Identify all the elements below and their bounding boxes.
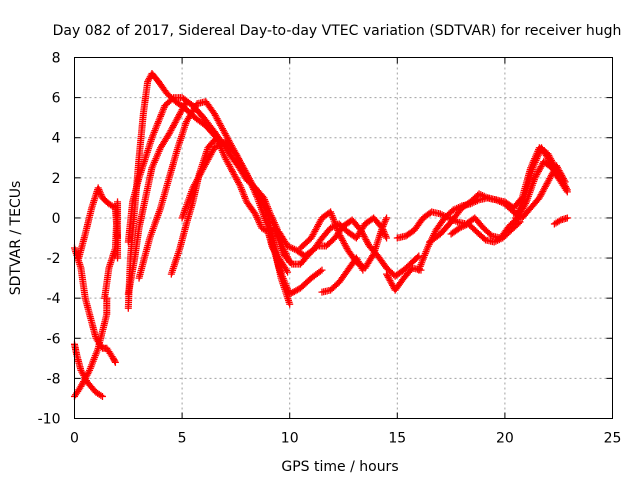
ticks-layer: 0 5 10 15 20 25 -10 -8 -6 -4 -2 0 2 4 6 8 <box>38 51 622 447</box>
data-point <box>96 189 104 197</box>
series-track-16 <box>318 254 367 296</box>
series-track-17 <box>383 264 425 294</box>
data-point <box>554 172 562 180</box>
series-track-5 <box>101 198 122 302</box>
data-point <box>213 134 221 142</box>
data-point <box>95 186 103 194</box>
series-track-3 <box>71 244 119 366</box>
grid-layer <box>74 57 613 419</box>
data-point <box>359 266 367 274</box>
x-tick-label: 15 <box>388 431 406 447</box>
data-point <box>182 99 190 107</box>
y-tick-label: 6 <box>52 91 61 107</box>
data-point <box>284 268 292 276</box>
data-point <box>555 217 563 225</box>
y-tick-label: -10 <box>38 412 61 428</box>
data-point <box>369 252 377 260</box>
x-tick-label: 0 <box>70 431 79 447</box>
data-point <box>211 135 219 143</box>
data-point <box>516 218 524 226</box>
y-tick-label: -6 <box>47 331 61 347</box>
y-tick-label: -4 <box>47 291 61 307</box>
data-point <box>242 168 250 176</box>
x-tick-label: 5 <box>178 431 187 447</box>
x-tick-label: 20 <box>496 431 514 447</box>
data-point <box>96 187 104 195</box>
data-point <box>97 391 105 399</box>
data-point <box>286 300 294 308</box>
chart-title: Day 082 of 2017, Sidereal Day-to-day VTE… <box>53 23 622 39</box>
data-point <box>85 368 93 376</box>
y-tick-label: 2 <box>52 171 61 187</box>
y-tick-label: 0 <box>52 211 61 227</box>
data-point <box>111 358 119 366</box>
data-point <box>378 224 386 232</box>
y-tick-label: 4 <box>52 131 61 147</box>
series-track-12 <box>178 138 326 298</box>
y-tick-label: -2 <box>47 251 61 267</box>
y-axis-label: SDTVAR / TECUs <box>8 181 24 296</box>
data-point <box>379 222 387 230</box>
data-point <box>515 219 523 227</box>
series-track-11 <box>167 134 221 278</box>
data-point <box>382 232 390 240</box>
data-point <box>563 214 571 222</box>
data-point <box>381 217 389 225</box>
data-point <box>383 214 391 222</box>
series-track-9 <box>124 98 190 298</box>
data-point <box>555 174 563 182</box>
data-point <box>382 216 390 224</box>
data-point <box>182 98 190 106</box>
data-point <box>318 266 326 274</box>
data-point <box>98 392 106 400</box>
data-point <box>316 267 324 275</box>
data-point <box>235 180 243 188</box>
y-tick-label: -8 <box>47 371 61 387</box>
data-point <box>114 254 122 262</box>
plot-frame <box>74 57 613 419</box>
data-point <box>94 184 102 192</box>
series-track-22 <box>512 144 563 222</box>
x-tick-label: 25 <box>604 431 622 447</box>
data-point <box>111 357 119 365</box>
series-track-21 <box>447 218 524 246</box>
data-point <box>168 95 176 103</box>
series-track-15 <box>296 208 391 272</box>
data-layer <box>71 70 571 400</box>
data-point <box>415 252 423 260</box>
x-tick-label: 10 <box>281 431 299 447</box>
series-track-1 <box>71 294 111 400</box>
data-point <box>562 184 570 192</box>
data-point <box>380 221 388 229</box>
data-point <box>414 253 422 261</box>
series-track-23 <box>550 214 571 228</box>
data-point <box>383 234 391 242</box>
data-point <box>97 191 105 199</box>
data-point <box>381 231 389 239</box>
data-point <box>263 208 271 216</box>
data-point <box>283 267 291 275</box>
series-track-7 <box>154 78 292 276</box>
y-tick-label: 8 <box>52 51 61 67</box>
x-axis-label: GPS time / hours <box>281 459 398 475</box>
data-point <box>380 219 388 227</box>
data-point <box>563 186 571 194</box>
